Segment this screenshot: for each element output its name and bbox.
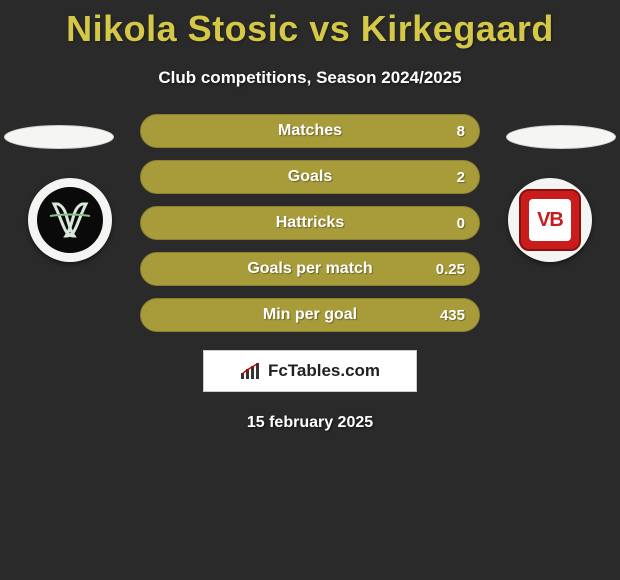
stat-row-goals-per-match: Goals per match 0.25 bbox=[140, 252, 480, 286]
page-title: Nikola Stosic vs Kirkegaard bbox=[0, 0, 620, 50]
site-badge: FcTables.com bbox=[203, 350, 417, 392]
site-badge-text: FcTables.com bbox=[268, 361, 380, 381]
stat-label: Hattricks bbox=[276, 214, 344, 232]
stats-block: Matches 8 Goals 2 Hattricks 0 Goals per … bbox=[0, 114, 620, 332]
date-line: 15 february 2025 bbox=[0, 414, 620, 432]
stat-value-right: 435 bbox=[440, 307, 465, 324]
stat-label: Matches bbox=[278, 122, 342, 140]
stat-row-goals: Goals 2 bbox=[140, 160, 480, 194]
stat-row-hattricks: Hattricks 0 bbox=[140, 206, 480, 240]
stat-label: Min per goal bbox=[263, 306, 357, 324]
stat-row-min-per-goal: Min per goal 435 bbox=[140, 298, 480, 332]
infographic-root: Nikola Stosic vs Kirkegaard Club competi… bbox=[0, 0, 620, 580]
stat-value-right: 2 bbox=[457, 169, 465, 186]
stat-value-right: 0 bbox=[457, 215, 465, 232]
page-subtitle: Club competitions, Season 2024/2025 bbox=[0, 68, 620, 88]
bar-chart-icon bbox=[240, 362, 262, 380]
stat-label: Goals per match bbox=[247, 260, 372, 278]
stat-value-right: 0.25 bbox=[436, 261, 465, 278]
stat-row-matches: Matches 8 bbox=[140, 114, 480, 148]
stat-value-right: 8 bbox=[457, 123, 465, 140]
stat-label: Goals bbox=[288, 168, 332, 186]
